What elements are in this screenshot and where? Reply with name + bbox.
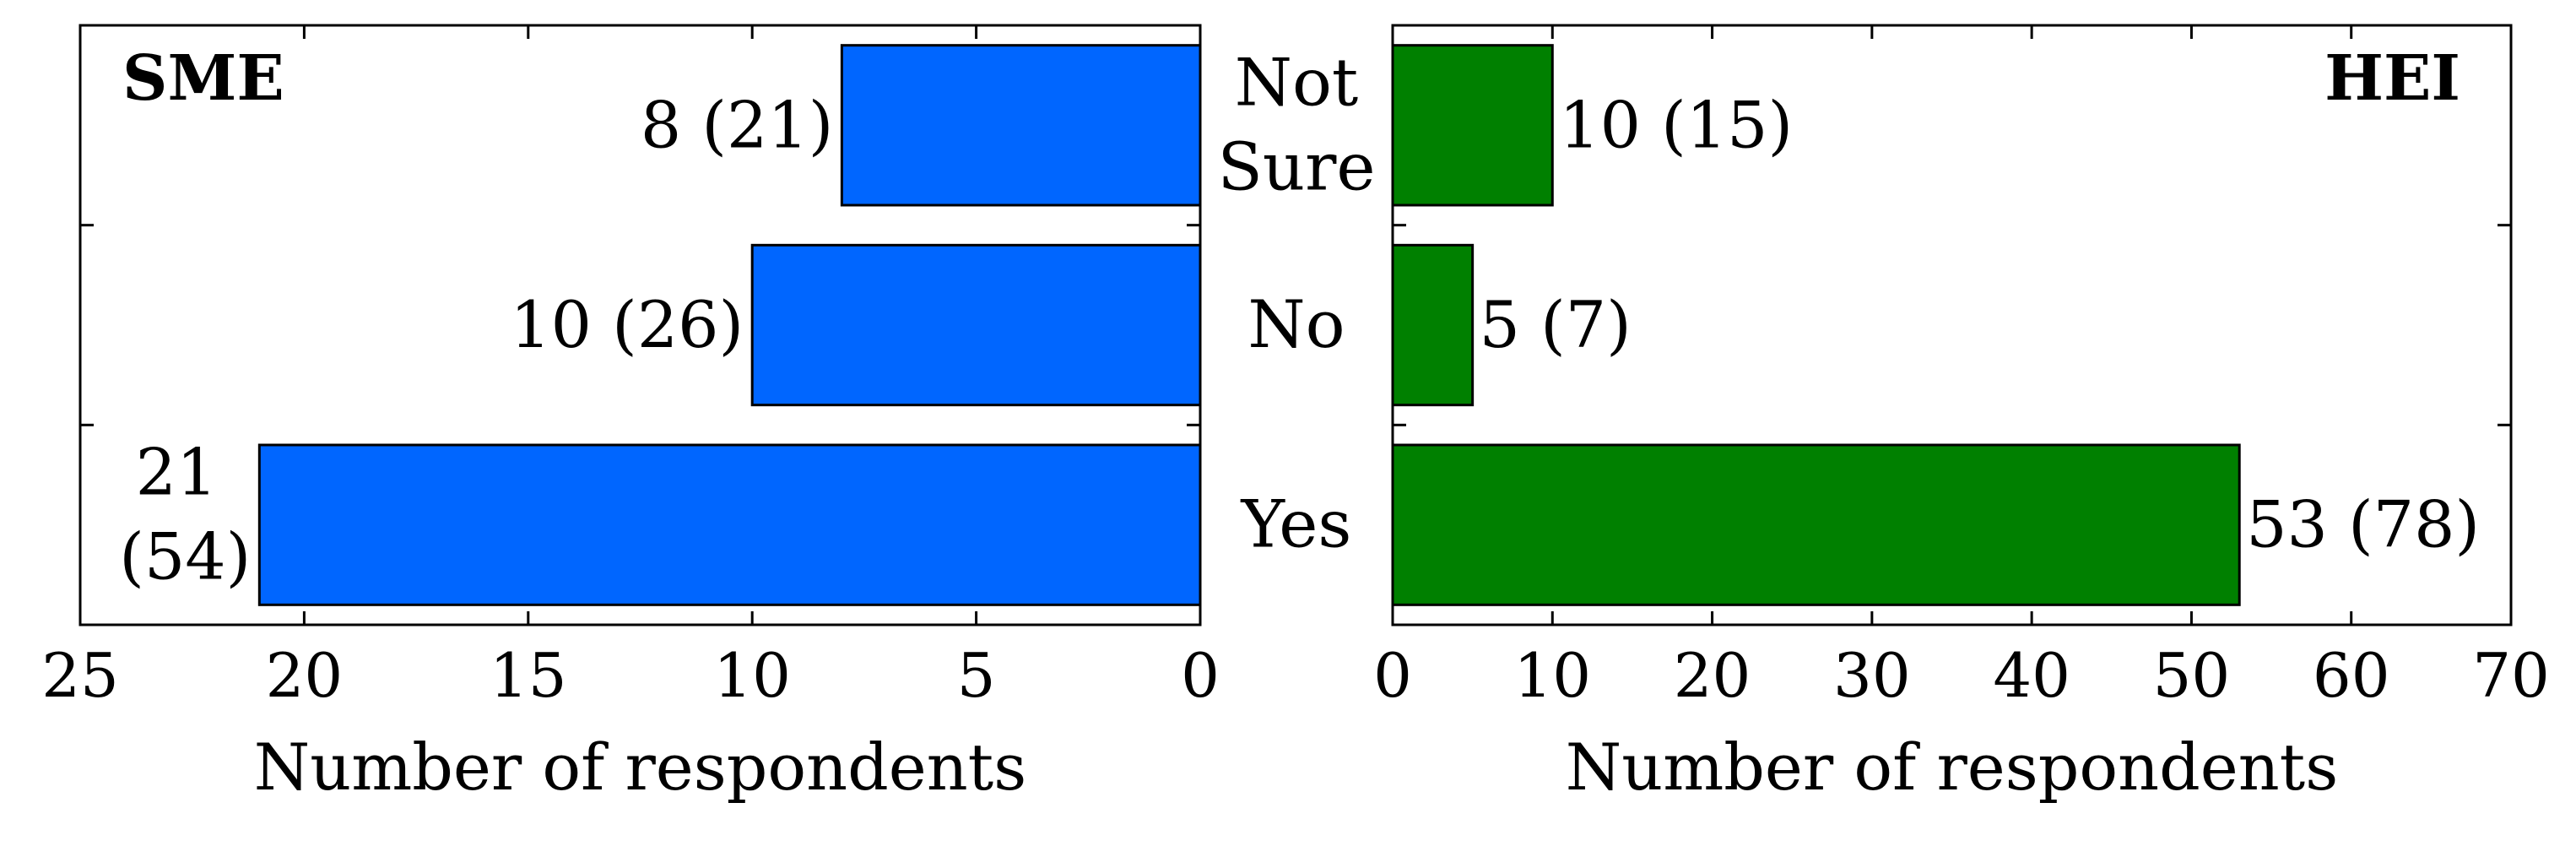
- bar-no: [1391, 243, 1475, 407]
- x-tick-label: 70: [2472, 640, 2550, 711]
- x-tick-label: 30: [1833, 640, 1911, 711]
- value-label: 53 (78): [2246, 487, 2480, 562]
- value-label: 10 (15): [1559, 87, 1793, 162]
- x-tick-label: 10: [1513, 640, 1591, 711]
- bar-yes: [1391, 443, 2241, 606]
- x-axis-title: Number of respondents: [254, 730, 1026, 805]
- bar-yes: [257, 443, 1202, 606]
- x-axis-title: Number of respondents: [1566, 730, 2338, 805]
- bar-not-sure: [1391, 44, 1554, 207]
- bar-no: [750, 243, 1202, 407]
- category-label: Not Sure: [1217, 45, 1375, 205]
- x-tick-label: 40: [1993, 640, 2070, 711]
- x-tick-label: 60: [2313, 640, 2390, 711]
- panel-label: HEI: [2324, 42, 2460, 115]
- value-label: 5 (7): [1480, 287, 1632, 362]
- x-tick-label: 10: [713, 640, 791, 711]
- x-tick-label: 15: [490, 640, 567, 711]
- x-tick-label: 5: [957, 640, 996, 711]
- x-tick-label: 0: [1181, 640, 1220, 711]
- x-tick-label: 50: [2153, 640, 2231, 711]
- x-tick-label: 20: [1674, 640, 1751, 711]
- x-tick-label: 25: [41, 640, 119, 711]
- category-label: Yes: [1241, 487, 1352, 563]
- bar-not-sure: [840, 44, 1202, 207]
- hei-panel: 0 10 20 30 40 50 60 70 Number of respondents HEI 1…: [1373, 24, 2550, 805]
- category-label: No: [1247, 287, 1345, 363]
- panel-label: SME: [122, 42, 284, 115]
- x-tick-label: 20: [266, 640, 344, 711]
- x-tick-label: 0: [1373, 640, 1412, 711]
- value-label: 21 (54): [119, 435, 251, 594]
- value-label: 10 (26): [510, 287, 744, 362]
- value-label: 8 (21): [641, 87, 834, 162]
- sme-panel: 0 5 10 15 20 25 Number of respondents SME 8 (21)…: [41, 24, 1220, 805]
- category-labels: Not Sure No Yes: [1217, 45, 1375, 562]
